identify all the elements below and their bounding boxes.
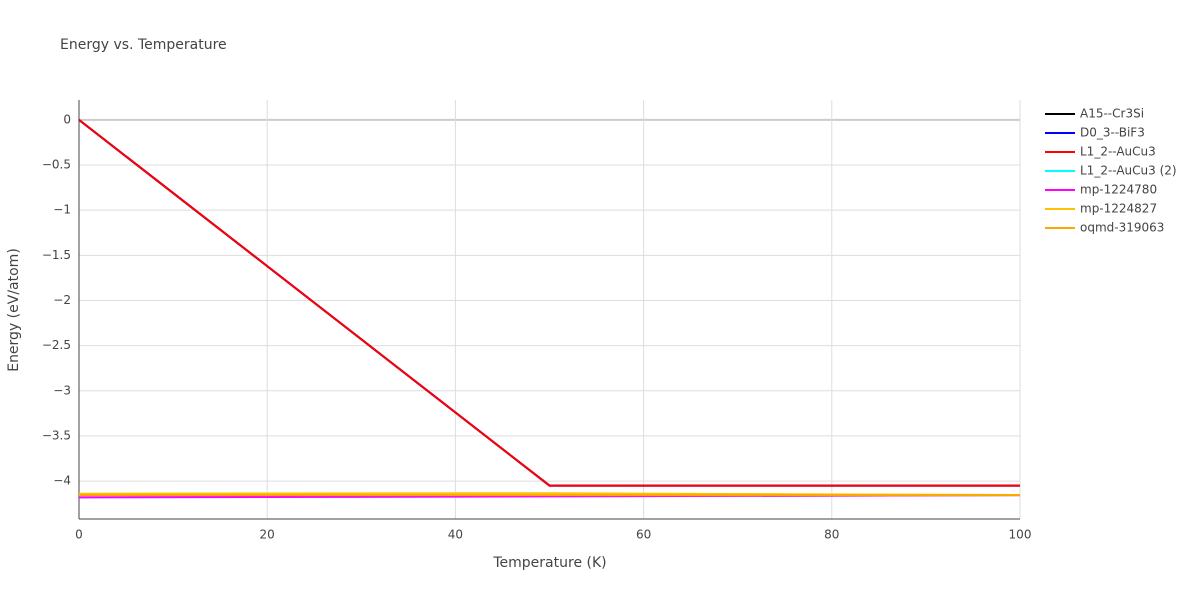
legend-label: mp-1224780 — [1080, 183, 1157, 197]
legend-label: oqmd-319063 — [1080, 221, 1164, 235]
legend-label: mp-1224827 — [1080, 202, 1157, 216]
series-line — [78, 119, 1020, 487]
y-tick-label: −0.5 — [42, 158, 71, 172]
legend-label: L1_2--AuCu3 — [1080, 145, 1156, 159]
y-tick-label: −4 — [53, 474, 71, 488]
y-tick-label: −3 — [53, 383, 71, 397]
x-tick-label: 60 — [636, 528, 651, 542]
chart-title: Energy vs. Temperature — [60, 37, 227, 53]
y-tick-label: −1 — [53, 203, 71, 217]
series-line — [78, 119, 1020, 487]
x-tick-label: 80 — [824, 528, 839, 542]
x-tick-label: 100 — [1009, 528, 1032, 542]
legend-label: A15--Cr3Si — [1080, 107, 1144, 121]
legend-label: L1_2--AuCu3 (2) — [1080, 164, 1177, 178]
series-line — [78, 119, 1020, 487]
y-tick-label: −1.5 — [42, 248, 71, 262]
y-tick-label: −2 — [53, 293, 71, 307]
y-tick-label: −3.5 — [42, 428, 71, 442]
x-tick-label: 20 — [260, 528, 275, 542]
x-axis-title: Temperature (K) — [492, 555, 606, 571]
y-tick-label: 0 — [63, 112, 71, 126]
x-tick-label: 40 — [448, 528, 463, 542]
legend-label: D0_3--BiF3 — [1080, 126, 1145, 140]
y-axis-title: Energy (eV/atom) — [6, 248, 22, 372]
x-tick-label: 0 — [75, 528, 83, 542]
y-tick-label: −2.5 — [42, 338, 71, 352]
